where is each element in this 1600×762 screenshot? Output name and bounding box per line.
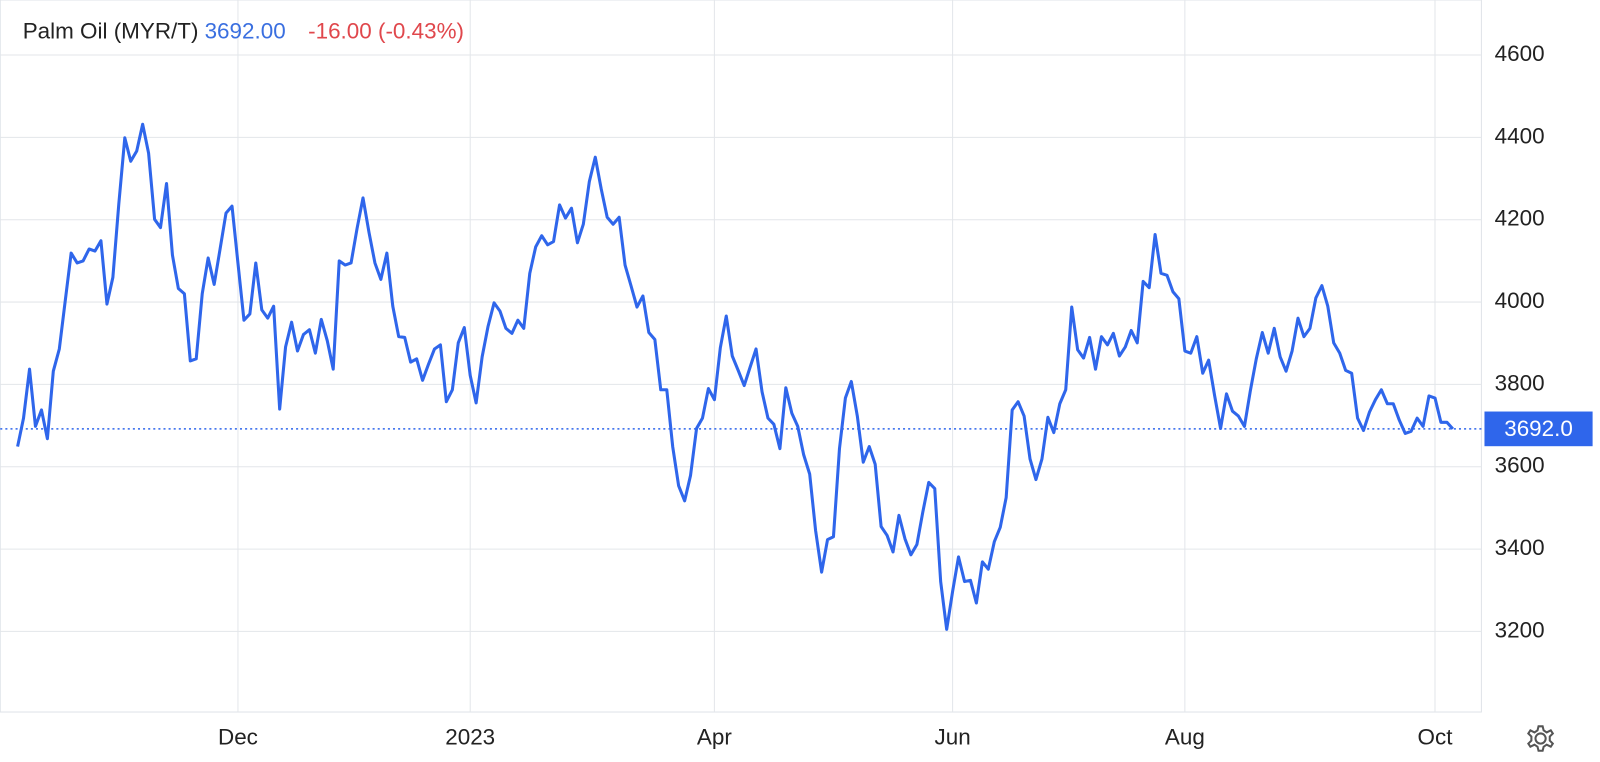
settings-icon[interactable] bbox=[1527, 725, 1555, 752]
header: Palm Oil (MYR/T) 3692.00 -16.00 (-0.43%) bbox=[23, 19, 464, 44]
y-tick-label: 3600 bbox=[1495, 453, 1545, 478]
y-tick-label: 4200 bbox=[1495, 206, 1545, 231]
series bbox=[16, 122, 1454, 631]
price: 3692.00 bbox=[205, 19, 286, 44]
y-tick-label: 3400 bbox=[1495, 535, 1545, 560]
x-tick-label: Aug bbox=[1165, 724, 1205, 749]
x-tick-label: Oct bbox=[1418, 724, 1454, 749]
x-tick-label: Dec bbox=[218, 724, 258, 749]
last-price-badge bbox=[1484, 411, 1593, 447]
y-tick-label: 4600 bbox=[1495, 41, 1545, 66]
last-price-label: 3692.0 bbox=[1504, 416, 1573, 441]
grid bbox=[0, 0, 1482, 713]
plot-frame bbox=[0, 0, 1482, 713]
chart-title: Palm Oil (MYR/T) bbox=[23, 19, 199, 44]
y-tick-label: 3200 bbox=[1495, 617, 1545, 642]
x-tick-label: 2023 bbox=[445, 724, 495, 749]
y-tick-label: 4400 bbox=[1495, 123, 1545, 148]
y-tick-label: 3800 bbox=[1495, 370, 1545, 395]
x-tick-label: Apr bbox=[697, 724, 732, 749]
price-line bbox=[16, 122, 1454, 631]
y-tick-label: 4000 bbox=[1495, 288, 1545, 313]
change: -16.00 (-0.43%) bbox=[308, 19, 464, 44]
x-tick-label: Jun bbox=[935, 724, 971, 749]
